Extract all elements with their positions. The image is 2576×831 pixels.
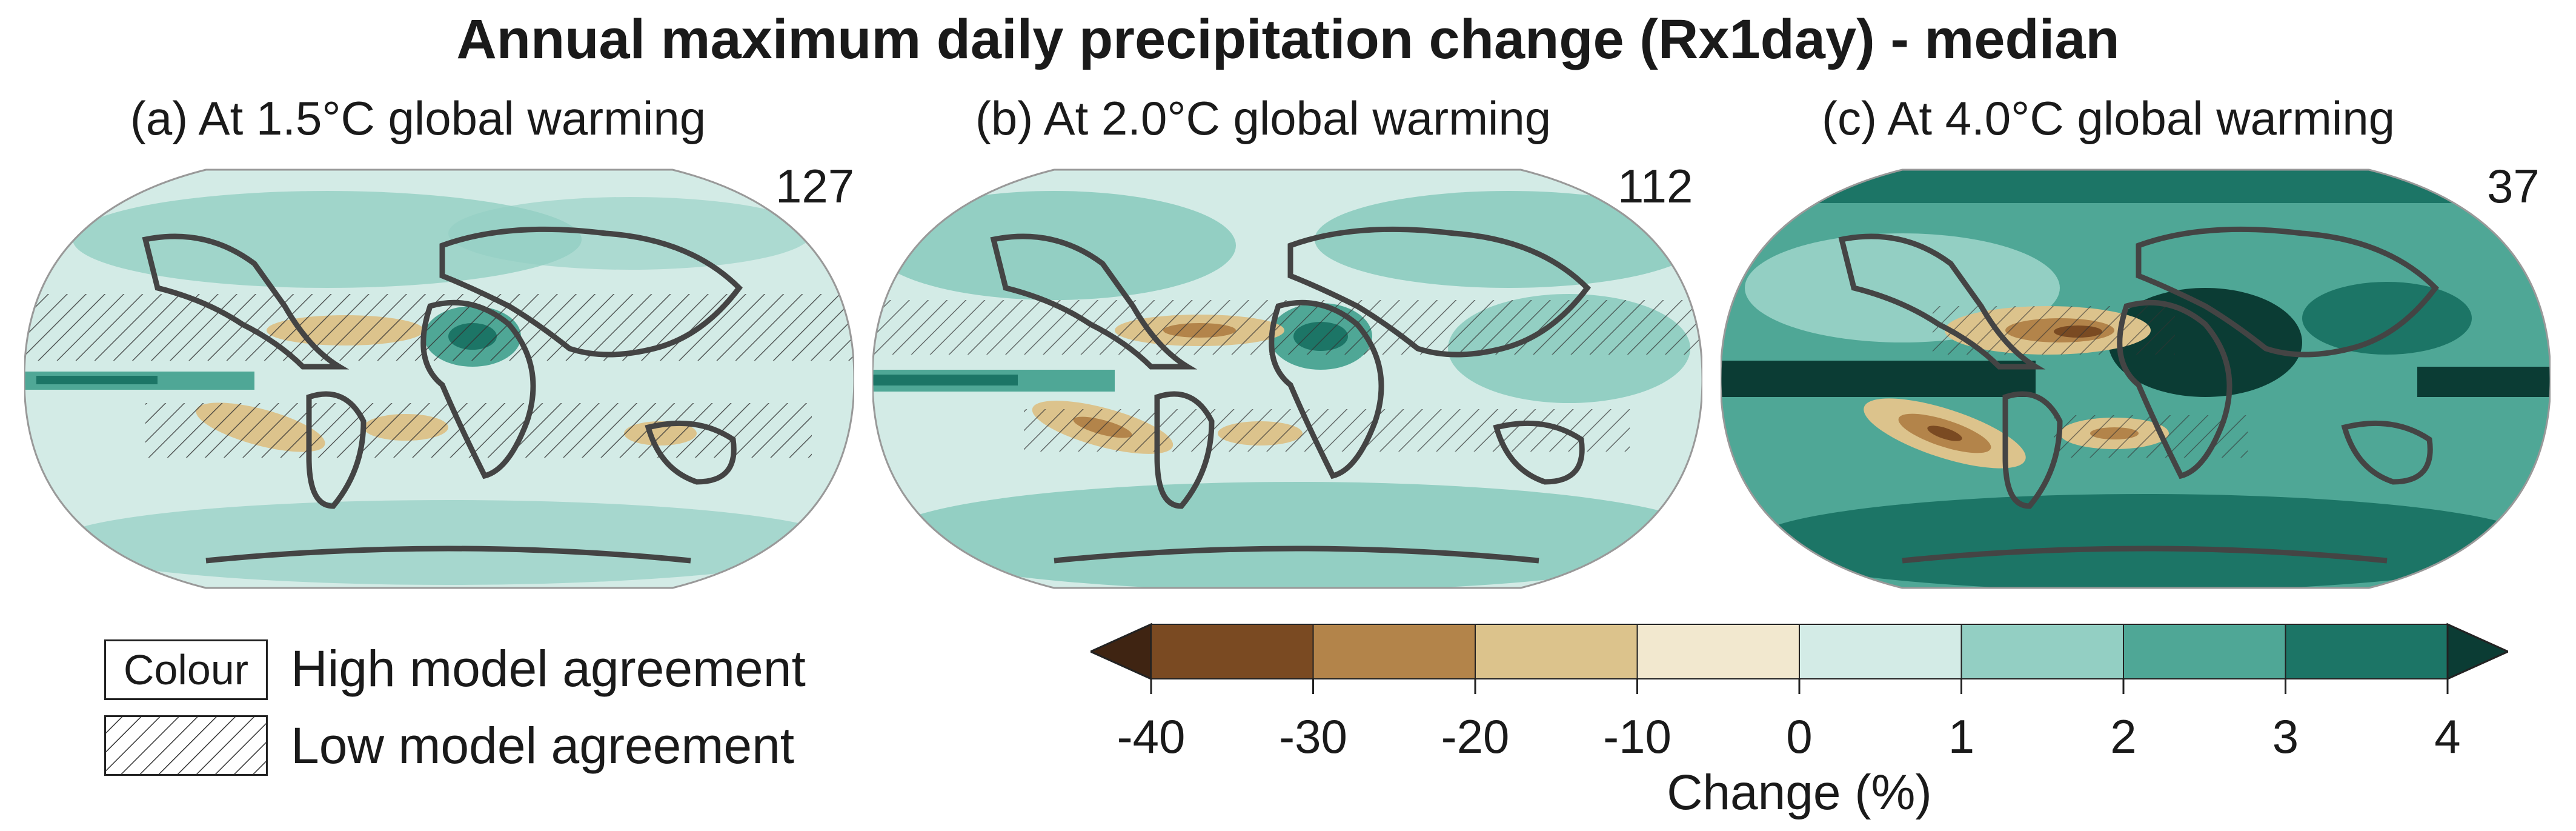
colorbar-tick-label: 1 <box>1948 710 1975 763</box>
colorbar-segment <box>1960 624 2124 679</box>
figure-title: Annual maximum daily precipitation chang… <box>456 8 2120 70</box>
panel-b-title: (b) At 2.0°C global warming <box>975 92 1552 145</box>
colorbar-segment <box>1636 624 1800 679</box>
colorbar-tick-label: -40 <box>1117 710 1186 763</box>
colorbar-tick-label: 2 <box>2110 710 2137 763</box>
map-panel-a <box>24 169 854 589</box>
colorbar-segment <box>1475 624 1638 679</box>
legend-hatch-box <box>104 715 268 776</box>
colorbar-segment <box>2123 624 2286 679</box>
colorbar-tick-label: -20 <box>1441 710 1510 763</box>
legend-high-agreement: High model agreement <box>291 640 806 697</box>
panel-a-count: 127 <box>775 159 855 213</box>
colorbar-segment <box>2285 624 2448 679</box>
colorbar-tick-label: 4 <box>2434 710 2461 763</box>
panel-c-count: 37 <box>2487 159 2540 213</box>
map-panel-b <box>872 169 1702 589</box>
panel-c-title: (c) At 4.0°C global warming <box>1822 92 2395 145</box>
colorbar-label: Change (%) <box>1667 765 1932 820</box>
colorbar-arrow-high <box>2446 622 2508 681</box>
colorbar-tick-label: 0 <box>1786 710 1813 763</box>
panel-b-count: 112 <box>1618 159 1693 213</box>
colorbar-segment <box>1312 624 1476 679</box>
colorbar-tick-label: -10 <box>1603 710 1671 763</box>
legend-low-agreement: Low model agreement <box>291 717 795 774</box>
panel-a-title: (a) At 1.5°C global warming <box>130 92 706 145</box>
colorbar <box>1090 622 2508 694</box>
colorbar-arrow-low <box>1090 622 1152 681</box>
legend-colour-box: Colour <box>104 639 268 700</box>
colorbar-tick-label: -30 <box>1279 710 1347 763</box>
colorbar-segment <box>1150 624 1314 679</box>
map-panel-c <box>1721 169 2551 589</box>
legend-colour-text: Colour <box>123 646 249 693</box>
colorbar-tick-label: 3 <box>2272 710 2299 763</box>
colorbar-segment <box>1799 624 1962 679</box>
